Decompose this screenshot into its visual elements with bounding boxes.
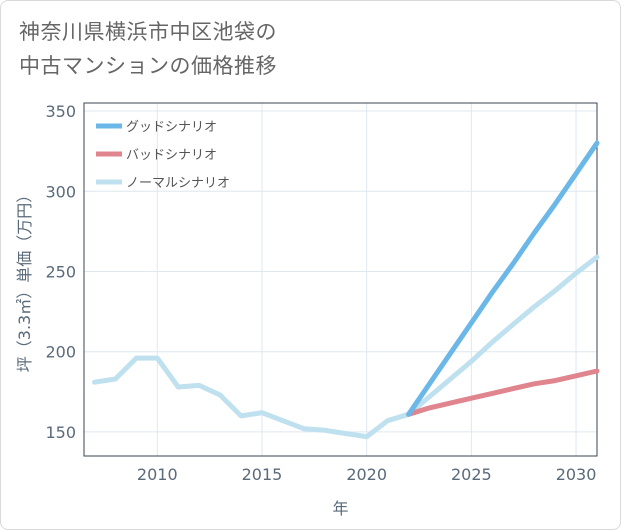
x-tick-label: 2025 — [451, 465, 492, 484]
plot-area-frame — [83, 102, 598, 457]
chart-title-line1: 神奈川県横浜市中区池袋の — [19, 20, 277, 44]
axis-ticks: 150 200 250 300 350 2010 2015 2020 2025 2030 — [45, 102, 596, 484]
y-tick-label: 300 — [45, 182, 76, 201]
legend-good: グッドシナリオ — [96, 120, 217, 135]
x-tick-label: 2030 — [556, 465, 597, 484]
legend-label: バッドシナリオ — [126, 148, 217, 163]
series-line-bad — [406, 368, 600, 417]
y-tick-label: 250 — [45, 262, 76, 281]
x-axis-title: 年 — [332, 499, 348, 518]
legend-bad: バッドシナリオ — [96, 148, 217, 163]
series-lines — [92, 140, 600, 440]
series-line-good — [406, 140, 600, 417]
x-tick-label: 2015 — [242, 465, 283, 484]
series-line-normal — [92, 254, 600, 440]
legend-normal: ノーマルシナリオ — [96, 176, 230, 191]
legend-label: グッドシナリオ — [126, 120, 217, 135]
y-tick-label: 350 — [45, 102, 76, 121]
y-tick-label: 200 — [45, 343, 76, 362]
grid-lines — [84, 103, 597, 456]
y-axis-title: 坪（3.3㎡）単価（万円） — [15, 187, 34, 372]
legend-label: ノーマルシナリオ — [126, 176, 230, 191]
x-tick-label: 2020 — [346, 465, 387, 484]
x-tick-label: 2010 — [137, 465, 178, 484]
chart-title-line2: 中古マンションの価格推移 — [19, 54, 277, 78]
y-tick-label: 150 — [45, 423, 76, 442]
chart-title: 神奈川県横浜市中区池袋の 中古マンションの価格推移 — [19, 15, 277, 83]
